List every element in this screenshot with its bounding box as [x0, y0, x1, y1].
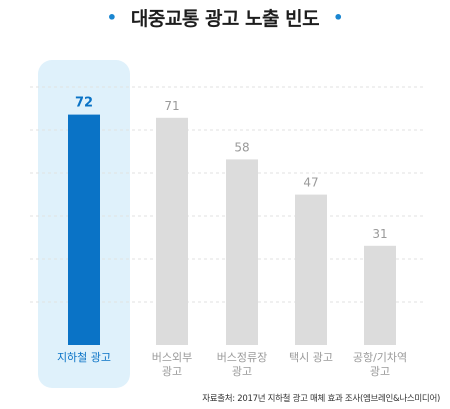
category-label-2-0: 버스정류장 [217, 351, 268, 364]
chart-title: 대중교통 광고 노출 빈도 [130, 7, 320, 30]
data-label-1: 71 [164, 99, 179, 113]
category-label-2-1: 광고 [232, 365, 252, 378]
data-label-0: 72 [75, 96, 93, 111]
category-label-0-0: 지하철 광고 [57, 350, 111, 364]
category-label-4-1: 광고 [370, 365, 390, 378]
bar-4 [364, 245, 396, 345]
bar-0 [68, 114, 100, 345]
bar-2 [226, 159, 258, 345]
title-dot-left-icon: • [106, 7, 117, 27]
category-label-4-0: 공항/기차역 [353, 351, 407, 364]
category-label-3-0: 택시 광고 [289, 351, 333, 364]
source-note: 자료출처: 2017년 지하철 광고 매체 효과 조사(엠브레인&나스미디어) [202, 394, 440, 404]
chart-title-area: • 대중교통 광고 노출 빈도 • [0, 0, 450, 34]
data-label-3: 47 [303, 176, 318, 190]
category-label-1-1: 광고 [162, 365, 182, 378]
category-label-1-0: 버스외부 [152, 351, 192, 364]
data-label-4: 31 [372, 227, 387, 241]
bar-3 [295, 194, 327, 345]
bar-1 [156, 117, 188, 345]
title-dot-right-icon: • [333, 7, 344, 27]
data-label-2: 58 [234, 140, 249, 154]
